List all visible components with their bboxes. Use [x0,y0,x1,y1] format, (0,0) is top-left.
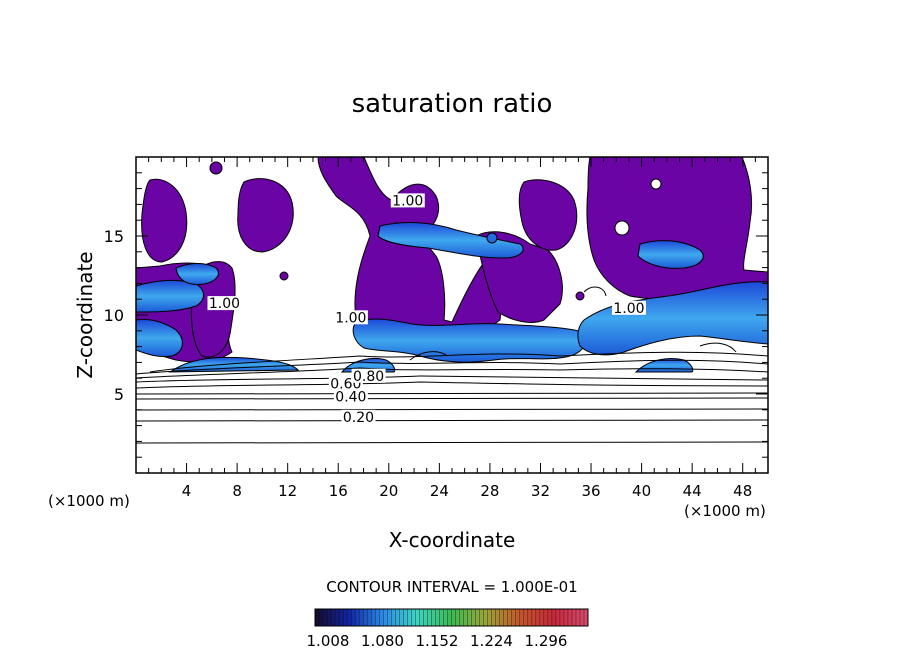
contour-line [136,397,768,400]
cloud-region [141,178,188,263]
y-tick-label: 5 [114,385,124,404]
x-axis: 4 8 12 16 20 24 28 32 36 40 44 48 [148,157,756,500]
colorbar-stripes [318,609,585,626]
x-tick-label: 40 [632,482,651,500]
x-tick-label: 20 [379,482,398,500]
x-units-label: (×1000 m) [684,502,766,520]
x-tick-label: 8 [232,482,242,500]
contour-interval-label: CONTOUR INTERVAL = 1.000E-01 [326,578,577,596]
colorbar-labels: 1.008 1.080 1.152 1.224 1.296 [307,632,568,650]
high-supersaturation-band [136,319,183,357]
contour-label-bg [333,310,368,325]
plot-area: 0.200.400.600.801.001.001.001.00 [136,157,768,444]
high-supersaturation-band [175,263,219,285]
contour-label-bg [207,296,242,311]
cloud-fragment [614,220,630,236]
x-tick-label: 4 [182,482,192,500]
colorbar-tick-label: 1.296 [525,632,568,650]
x-tick-label: 28 [480,482,499,500]
high-supersaturation-band [637,240,704,269]
contour-label: 1.00 [613,301,644,317]
contour-line [136,419,768,422]
cloud-region [518,179,578,251]
y-axis: 5 10 15 [104,172,768,458]
high-supersaturation-band [577,281,768,356]
y-axis-title: Z-coordinate [73,251,97,378]
high-supersaturation-band [136,279,204,313]
contour-label-bg [611,300,646,315]
high-supersaturation-band [377,222,524,259]
x-tick-label: 36 [581,482,600,500]
cloud-region [237,178,294,253]
contour-line [136,367,768,379]
contour-line [136,441,768,444]
y-tick-label: 15 [104,227,124,246]
contour-line [136,408,768,411]
chart-title: saturation ratio [352,89,553,119]
x-tick-label: 24 [430,482,449,500]
contour-label: 1.00 [392,193,423,209]
x-tick-label: 48 [733,482,752,500]
cloud-fragment [279,271,289,281]
colorbar-tick-label: 1.008 [307,632,350,650]
cloud-fragment [575,291,585,301]
y-tick-label: 10 [104,306,124,325]
contour-label: 1.00 [335,310,366,326]
colorbar-tick-label: 1.080 [361,632,404,650]
y-units-label: (×1000 m) [48,492,130,510]
colorbar-tick-label: 1.224 [470,632,513,650]
contour-label-bg [341,409,376,424]
contour-line [583,286,607,297]
contour-line [149,351,768,373]
x-axis-title: X-coordinate [389,528,516,552]
cloud-fragment [209,161,223,175]
contour-label-bg [390,193,425,208]
saturation-regions [136,157,768,373]
cloud-region [586,157,768,301]
contour-labels: 0.200.400.600.801.001.001.001.00 [207,193,646,426]
contour-label: 0.20 [343,410,374,426]
x-tick-label: 12 [278,482,297,500]
contour-line [136,392,768,395]
contour-line [136,359,768,375]
contour-label: 1.00 [209,296,240,312]
contour-line [699,342,737,353]
cloud-fragment [486,232,498,244]
colorbar: 1.008 1.080 1.152 1.224 1.296 [307,608,589,650]
contour-label-bg [351,368,386,383]
contour-line [409,351,449,361]
contour-label: 0.40 [335,389,366,405]
colorbar-tick-label: 1.152 [416,632,459,650]
x-tick-label: 16 [329,482,348,500]
x-tick-label: 32 [531,482,550,500]
cloud-fragment [650,178,662,190]
contour-label: 0.80 [353,369,384,385]
contour-label-bg [333,389,368,404]
contour-line [136,381,768,389]
contour-line [136,375,768,383]
x-tick-label: 44 [683,482,702,500]
